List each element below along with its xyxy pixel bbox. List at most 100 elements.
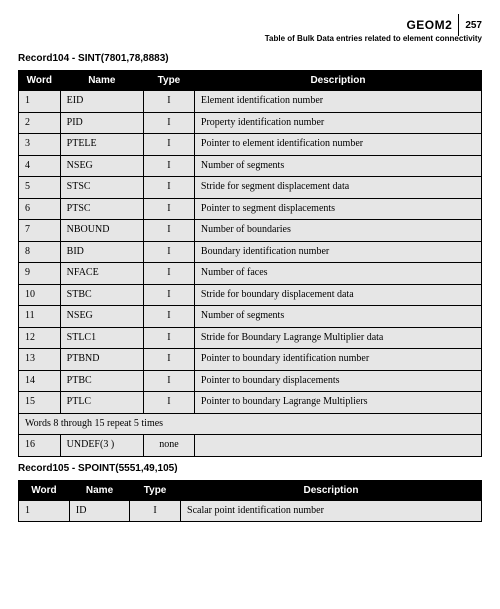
header-divider [458, 14, 459, 36]
cell-word: 16 [19, 435, 61, 457]
cell-description: Pointer to boundary Lagrange Multipliers [194, 392, 481, 414]
cell-type: I [143, 370, 194, 392]
cell-type: I [143, 112, 194, 134]
data-table: WordNameTypeDescription 1IDIScalar point … [18, 480, 482, 523]
cell-type: I [143, 155, 194, 177]
cell-description: Scalar point identification number [181, 500, 482, 522]
header-topline: GEOM2 257 [18, 14, 482, 36]
cell-word: 12 [19, 327, 61, 349]
cell-type: I [143, 263, 194, 285]
data-table: WordNameTypeDescription1EIDIElement iden… [18, 70, 482, 457]
cell-type: I [143, 241, 194, 263]
cell-word: 3 [19, 134, 61, 156]
cell-word: 7 [19, 220, 61, 242]
cell-type: I [143, 327, 194, 349]
cell-word: 1 [19, 91, 61, 113]
cell-name: EID [60, 91, 143, 113]
cell-description: Element identification number [194, 91, 481, 113]
cell-name: PID [60, 112, 143, 134]
cell-word: 13 [19, 349, 61, 371]
cell-word: 15 [19, 392, 61, 414]
cell-type: I [143, 392, 194, 414]
table-row: 5STSCIStride for segment displacement da… [19, 177, 482, 199]
table-row: 16UNDEF(3 )none [19, 435, 482, 457]
cell-word: 5 [19, 177, 61, 199]
cell-description: Number of segments [194, 155, 481, 177]
table-row: 8BIDIBoundary identification number [19, 241, 482, 263]
table-row: 10STBCIStride for boundary displacement … [19, 284, 482, 306]
cell-type: I [143, 177, 194, 199]
table-row: 14PTBCIPointer to boundary displacements [19, 370, 482, 392]
cell-name: PTBC [60, 370, 143, 392]
cell-name: PTELE [60, 134, 143, 156]
column-header: Name [60, 71, 143, 91]
cell-type: I [143, 284, 194, 306]
cell-type: I [143, 220, 194, 242]
table-row: 11NSEGINumber of segments [19, 306, 482, 328]
cell-description: Property identification number [194, 112, 481, 134]
cell-word: 8 [19, 241, 61, 263]
cell-word: 11 [19, 306, 61, 328]
cell-word: 10 [19, 284, 61, 306]
table-note-row: Words 8 through 15 repeat 5 times [19, 413, 482, 435]
page-number: 257 [465, 20, 482, 31]
cell-description: Number of boundaries [194, 220, 481, 242]
header-subtitle: Table of Bulk Data entries related to el… [18, 34, 482, 43]
cell-description: Number of faces [194, 263, 481, 285]
cell-description: Number of segments [194, 306, 481, 328]
column-header: Type [130, 480, 181, 500]
section-code: GEOM2 [406, 18, 452, 32]
table-row: 2PIDIProperty identification number [19, 112, 482, 134]
page: GEOM2 257 Table of Bulk Data entries rel… [0, 0, 500, 540]
cell-type: I [143, 198, 194, 220]
table-row: 1EIDIElement identification number [19, 91, 482, 113]
cell-word: 2 [19, 112, 61, 134]
cell-type: I [143, 91, 194, 113]
cell-type: none [143, 435, 194, 457]
table-row: 6PTSCIPointer to segment displacements [19, 198, 482, 220]
cell-description: Stride for boundary displacement data [194, 284, 481, 306]
cell-name: ID [69, 500, 129, 522]
cell-name: STLC1 [60, 327, 143, 349]
cell-name: UNDEF(3 ) [60, 435, 143, 457]
cell-name: STSC [60, 177, 143, 199]
cell-name: NFACE [60, 263, 143, 285]
cell-name: NBOUND [60, 220, 143, 242]
cell-description: Pointer to boundary identification numbe… [194, 349, 481, 371]
cell-type: I [130, 500, 181, 522]
cell-word: 4 [19, 155, 61, 177]
column-header: Description [194, 71, 481, 91]
cell-description: Pointer to element identification number [194, 134, 481, 156]
cell-name: NSEG [60, 155, 143, 177]
cell-name: PTSC [60, 198, 143, 220]
cell-name: STBC [60, 284, 143, 306]
column-header: Word [19, 480, 70, 500]
table-row: 12STLC1IStride for Boundary Lagrange Mul… [19, 327, 482, 349]
record-title: Record104 - SINT(7801,78,8883) [18, 53, 482, 64]
table-row: 15PTLCIPointer to boundary Lagrange Mult… [19, 392, 482, 414]
record-title: Record105 - SPOINT(5551,49,105) [18, 463, 482, 474]
cell-name: PTLC [60, 392, 143, 414]
table-row: 13PTBNDIPointer to boundary identificati… [19, 349, 482, 371]
cell-word: 6 [19, 198, 61, 220]
column-header: Word [19, 71, 61, 91]
cell-name: BID [60, 241, 143, 263]
cell-description: Stride for Boundary Lagrange Multiplier … [194, 327, 481, 349]
cell-description: Pointer to segment displacements [194, 198, 481, 220]
cell-name: PTBND [60, 349, 143, 371]
cell-description [194, 435, 481, 457]
records-container: Record104 - SINT(7801,78,8883)WordNameTy… [18, 53, 482, 522]
table-row: 3PTELEIPointer to element identification… [19, 134, 482, 156]
table-row: 9NFACEINumber of faces [19, 263, 482, 285]
cell-description: Pointer to boundary displacements [194, 370, 481, 392]
column-header: Description [181, 480, 482, 500]
cell-name: NSEG [60, 306, 143, 328]
column-header: Name [69, 480, 129, 500]
table-note: Words 8 through 15 repeat 5 times [19, 413, 482, 435]
table-row: 4NSEGINumber of segments [19, 155, 482, 177]
cell-type: I [143, 306, 194, 328]
cell-word: 14 [19, 370, 61, 392]
cell-type: I [143, 349, 194, 371]
cell-description: Stride for segment displacement data [194, 177, 481, 199]
cell-word: 1 [19, 500, 70, 522]
